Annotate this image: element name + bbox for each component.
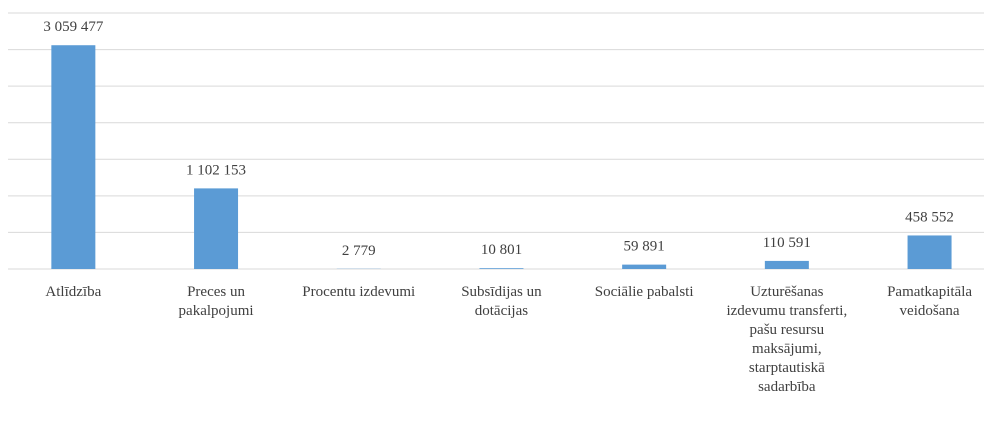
x-tick-label: Uzturēšanas izdevumu transferti, pašu re…: [726, 284, 848, 395]
value-label: 10 801: [481, 242, 522, 258]
bar: [764, 260, 809, 269]
bar: [51, 45, 96, 269]
x-tick-label: Sociālie pabalsti: [594, 284, 694, 300]
x-tick-label: Atlīdzība: [45, 284, 102, 300]
value-label: 110 591: [763, 235, 811, 251]
value-label: 2 779: [342, 243, 376, 259]
x-tick-label: Subsīdijas un dotācijas: [461, 284, 542, 319]
value-label: 59 891: [624, 239, 665, 255]
bar: [622, 264, 667, 269]
value-label: 458 552: [905, 209, 954, 225]
x-tick-label: Procentu izdevumi: [302, 284, 416, 300]
bar: [194, 188, 239, 269]
bar: [479, 268, 524, 269]
bar: [907, 235, 952, 269]
value-label: 1 102 153: [186, 162, 246, 178]
value-label: 3 059 477: [43, 19, 104, 35]
x-tick-label: Preces un pakalpojumi: [178, 284, 254, 319]
x-tick-label: Pamatkapitāla veidošana: [887, 284, 973, 319]
